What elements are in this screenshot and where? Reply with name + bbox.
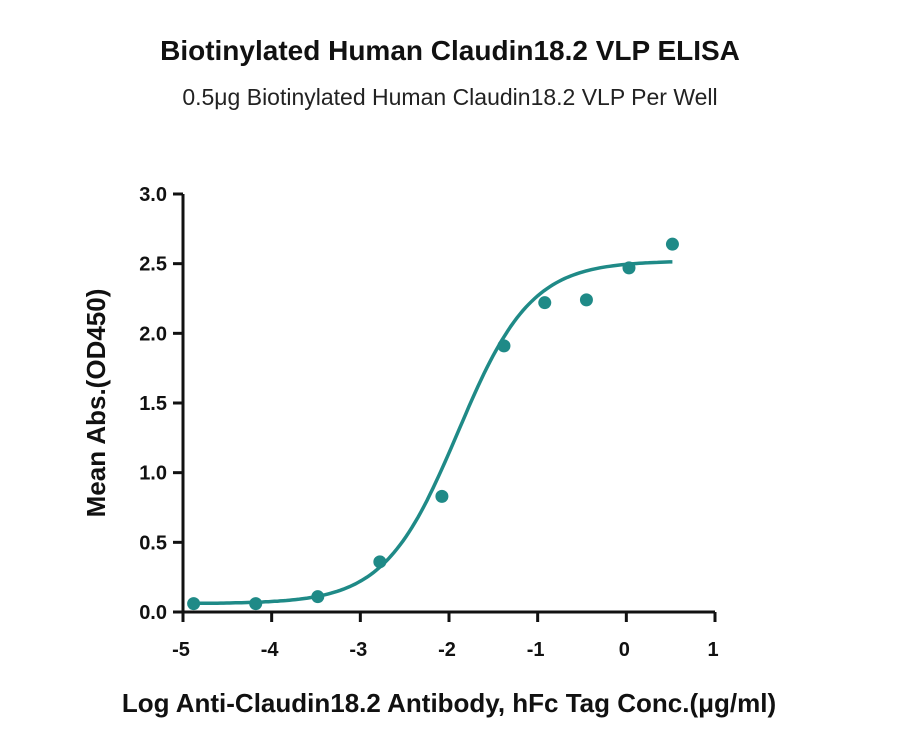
data-points-layer [187, 237, 679, 611]
chart-subtitle: 0.5μg Biotinylated Human Claudin18.2 VLP… [182, 84, 718, 110]
x-tick-label: -4 [261, 639, 280, 661]
ticks: 0.0 0.5 1.0 1.5 2.0 2.5 3.0 -5 -4 -3 -2 -1 0 1 [139, 184, 718, 661]
data-point [622, 261, 636, 275]
y-tick-label: 1.0 [139, 463, 167, 485]
x-tick-label: 1 [707, 639, 718, 661]
chart-title: Biotinylated Human Claudin18.2 VLP ELISA [160, 35, 740, 66]
data-point [579, 293, 593, 307]
y-tick-label: 1.5 [139, 393, 167, 415]
fit-curve [193, 260, 673, 606]
data-point [538, 296, 552, 310]
x-tick-label: 0 [619, 639, 630, 661]
y-tick-label: 2.0 [139, 323, 167, 345]
data-point [249, 597, 263, 611]
data-point [665, 237, 679, 251]
x-tick-label: -5 [172, 639, 190, 661]
axes [181, 194, 715, 614]
y-tick-label: 2.5 [139, 254, 167, 276]
data-point [497, 339, 511, 353]
x-tick-label: -2 [438, 639, 456, 661]
y-axis-title: Mean Abs.(OD450) [81, 289, 111, 518]
y-tick-label: 3.0 [139, 184, 167, 206]
y-tick-label: 0.5 [139, 532, 167, 554]
data-point [311, 590, 325, 604]
y-tick-label: 0.0 [139, 602, 167, 624]
data-point [373, 555, 387, 569]
x-tick-label: -3 [349, 639, 367, 661]
data-point [187, 597, 201, 611]
fit-curve-layer [193, 260, 673, 606]
x-axis-title: Log Anti-Claudin18.2 Antibody, hFc Tag C… [122, 688, 776, 718]
data-point [435, 489, 449, 503]
x-tick-label: -1 [527, 639, 545, 661]
